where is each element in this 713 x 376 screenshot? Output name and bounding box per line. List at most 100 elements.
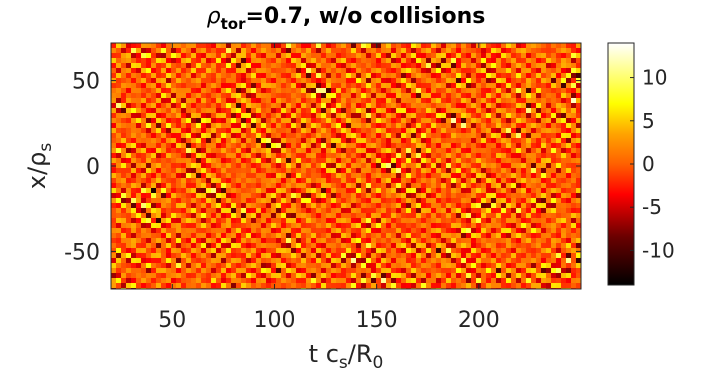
heatmap-cell (176, 238, 181, 243)
heatmap-cell (411, 108, 416, 113)
heatmap-cell (221, 198, 226, 203)
heatmap-cell (336, 128, 341, 133)
heatmap-cell (371, 83, 376, 88)
heatmap-cell (471, 213, 476, 218)
heatmap-cell (511, 48, 516, 53)
heatmap-cell (181, 203, 186, 208)
heatmap-cell (281, 138, 286, 143)
heatmap-cell (376, 143, 381, 148)
heatmap-cell (476, 273, 481, 278)
heatmap-cell (216, 148, 221, 153)
heatmap-cell (491, 218, 496, 223)
heatmap-cell (431, 128, 436, 133)
heatmap-cell (376, 283, 381, 288)
heatmap-cell (371, 113, 376, 118)
heatmap-cell (506, 43, 511, 48)
heatmap-cell (306, 268, 311, 273)
heatmap-cell (121, 248, 126, 253)
heatmap-cell (271, 68, 276, 73)
heatmap-cell (161, 243, 166, 248)
heatmap-cell (411, 48, 416, 53)
heatmap-cell (131, 118, 136, 123)
heatmap-cell (571, 233, 576, 238)
heatmap-cell (496, 48, 501, 53)
heatmap-cell (481, 148, 486, 153)
heatmap-cell (296, 258, 301, 263)
heatmap-cell (236, 193, 241, 198)
heatmap-cell (351, 153, 356, 158)
heatmap-cell (221, 208, 226, 213)
heatmap-cell (496, 128, 501, 133)
heatmap-cell (151, 43, 156, 48)
heatmap-cell (376, 213, 381, 218)
heatmap-cell (506, 193, 511, 198)
heatmap-cell (561, 88, 566, 93)
heatmap-cell (571, 223, 576, 228)
heatmap-cell (366, 208, 371, 213)
heatmap-cell (251, 243, 256, 248)
heatmap-cell (306, 203, 311, 208)
heatmap-cell (161, 128, 166, 133)
heatmap-cell (266, 88, 271, 93)
heatmap-cell (366, 48, 371, 53)
heatmap-cell (331, 183, 336, 188)
heatmap-cell (271, 278, 276, 283)
heatmap-cell (431, 153, 436, 158)
heatmap-cell (466, 273, 471, 278)
heatmap-cell (281, 53, 286, 58)
heatmap-cell (461, 273, 466, 278)
heatmap-cell (236, 188, 241, 193)
heatmap-cell (276, 123, 281, 128)
heatmap-cell (516, 243, 521, 248)
heatmap-cell (241, 148, 246, 153)
heatmap-cell (161, 253, 166, 258)
heatmap-cell (181, 153, 186, 158)
heatmap-cell (246, 98, 251, 103)
heatmap-cell (541, 253, 546, 258)
heatmap-cell (406, 253, 411, 258)
heatmap-cell (306, 213, 311, 218)
heatmap-cell (561, 203, 566, 208)
heatmap-cell (396, 238, 401, 243)
heatmap-cell (311, 208, 316, 213)
heatmap-cell (431, 88, 436, 93)
heatmap-cell (111, 138, 116, 143)
heatmap-cell (231, 148, 236, 153)
heatmap-cell (266, 253, 271, 258)
heatmap-cell (161, 48, 166, 53)
heatmap-cell (126, 148, 131, 153)
heatmap-cell (121, 83, 126, 88)
heatmap-cell (476, 208, 481, 213)
heatmap-cell (386, 68, 391, 73)
heatmap-cell (421, 148, 426, 153)
heatmap-cell (186, 73, 191, 78)
heatmap-cell (436, 183, 441, 188)
heatmap-cell (231, 158, 236, 163)
heatmap-cell (516, 258, 521, 263)
heatmap-cell (421, 118, 426, 123)
heatmap-cell (126, 278, 131, 283)
heatmap-cell (321, 228, 326, 233)
heatmap-cell (201, 273, 206, 278)
heatmap-cell (386, 108, 391, 113)
heatmap-cell (151, 268, 156, 273)
heatmap-cell (166, 108, 171, 113)
heatmap-cell (531, 153, 536, 158)
heatmap-cell (256, 228, 261, 233)
heatmap-cell (146, 143, 151, 148)
heatmap-cell (171, 78, 176, 83)
heatmap-cell (576, 58, 581, 63)
heatmap-cell (146, 88, 151, 93)
heatmap-cell (561, 213, 566, 218)
heatmap-cell (226, 88, 231, 93)
heatmap-cell (321, 98, 326, 103)
heatmap-cell (281, 73, 286, 78)
heatmap-cell (531, 203, 536, 208)
heatmap-cell (501, 148, 506, 153)
heatmap-cell (556, 178, 561, 183)
heatmap-cell (486, 168, 491, 173)
heatmap-cell (371, 43, 376, 48)
heatmap-cell (161, 103, 166, 108)
heatmap-cell (146, 283, 151, 288)
heatmap-cell (306, 173, 311, 178)
